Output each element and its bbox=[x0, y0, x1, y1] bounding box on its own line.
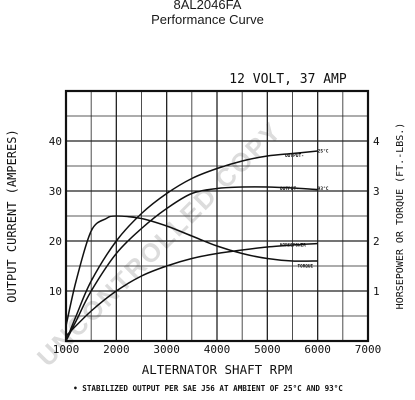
x-tick-label: 6000 bbox=[304, 343, 331, 356]
y2-tick-label: 3 bbox=[373, 185, 380, 198]
series-annotation: OUTPUT- bbox=[280, 186, 299, 192]
y2-tick-label: 1 bbox=[373, 285, 380, 298]
series-layer bbox=[65, 150, 318, 342]
page-title: 8AL2046FA bbox=[173, 0, 242, 12]
series-annotation: OUTPUT- bbox=[285, 153, 304, 159]
tick-labels: 1000 2000 3000 4000 5000 6000 7000 10 20 30 40 1 2 3 4 bbox=[49, 135, 382, 356]
y-tick-label: 40 bbox=[49, 135, 62, 148]
plot-frame bbox=[64, 89, 370, 343]
y-axis-label: OUTPUT CURRENT (AMPERES) bbox=[5, 129, 19, 302]
series-output-25c-line bbox=[65, 150, 318, 342]
footnote: • STABILIZED OUTPUT PER SAE J56 AT AMBIE… bbox=[73, 384, 343, 393]
series-annotation: HORSEPOWER bbox=[280, 243, 306, 249]
annotation-layer: OUTPUT- 25°C OUTPUT- 93°C HORSEPOWER TORQUE bbox=[280, 149, 329, 270]
series-annotation: 25°C bbox=[318, 149, 329, 155]
chart-grid bbox=[66, 91, 368, 341]
chart-title: 12 VOLT, 37 AMP bbox=[229, 72, 347, 87]
x-tick-label: 3000 bbox=[153, 343, 180, 356]
x-tick-label: 1000 bbox=[53, 343, 80, 356]
y2-tick-label: 2 bbox=[373, 235, 380, 248]
x-tick-label: 4000 bbox=[204, 343, 231, 356]
page-subtitle: Performance Curve bbox=[151, 12, 264, 27]
series-horsepower-line bbox=[65, 242, 318, 337]
series-annotation: TORQUE bbox=[298, 264, 314, 270]
y2-axis-label: HORSEPOWER OR TORQUE (FT.-LBS.) bbox=[395, 123, 406, 310]
x-tick-label: 5000 bbox=[254, 343, 281, 356]
x-axis-label: ALTERNATOR SHAFT RPM bbox=[142, 362, 293, 377]
y2-tick-label: 4 bbox=[373, 135, 380, 148]
series-torque-line bbox=[65, 215, 318, 327]
series-annotation: 93°C bbox=[318, 186, 329, 192]
y-tick-label: 30 bbox=[49, 185, 62, 198]
series-output-93c-line bbox=[65, 186, 318, 342]
y-tick-label: 10 bbox=[49, 285, 62, 298]
y-tick-label: 20 bbox=[49, 235, 62, 248]
x-tick-label: 7000 bbox=[355, 343, 382, 356]
x-tick-label: 2000 bbox=[103, 343, 130, 356]
